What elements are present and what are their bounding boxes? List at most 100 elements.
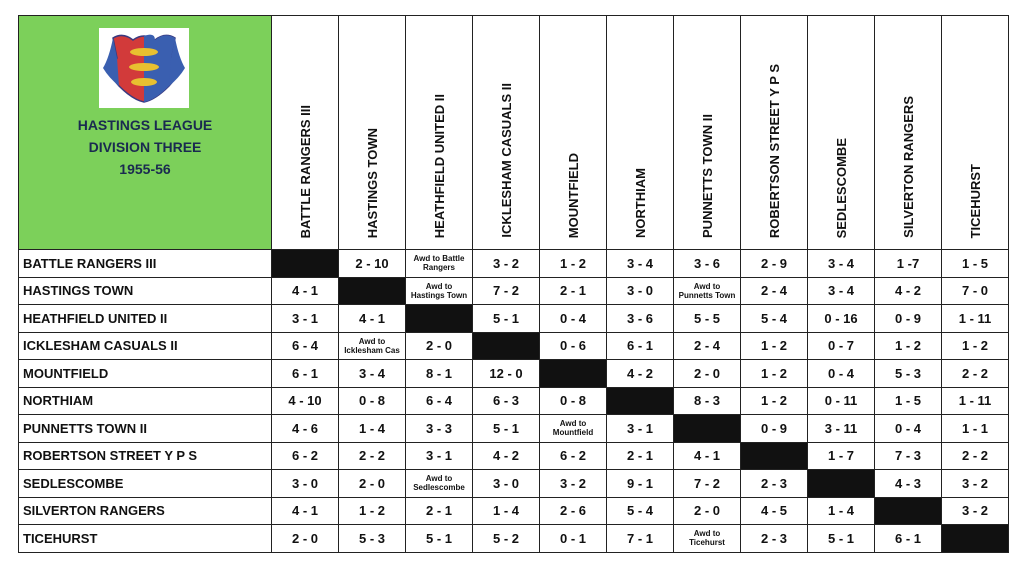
result-cell: 0 - 4 [874, 414, 942, 443]
result-cell: 5 - 1 [405, 524, 473, 553]
team-name: ROBERTSON STREET Y P S [18, 441, 272, 470]
result-cell: 7 - 3 [874, 441, 942, 470]
column-header: ICKLESHAM CASUALS II [472, 15, 540, 250]
result-cell: 2 - 1 [539, 276, 607, 305]
result-cell: 1 - 2 [874, 331, 942, 360]
result-cell: 2 - 3 [740, 524, 808, 553]
result-cell: 2 - 0 [673, 496, 741, 525]
result-cell: 4 - 5 [740, 496, 808, 525]
result-cell: 2 - 1 [606, 441, 674, 470]
column-label: HASTINGS TOWN [364, 127, 380, 238]
result-cell: 1 - 2 [740, 359, 808, 388]
result-cell: 1 - 1 [941, 414, 1009, 443]
result-cell: 5 - 5 [673, 304, 741, 333]
result-cell: 3 - 2 [941, 496, 1009, 525]
column-label: ROBERTSON STREET Y P S [766, 63, 782, 238]
team-name: PUNNETTS TOWN II [18, 414, 272, 443]
team-name: BATTLE RANGERS III [18, 249, 272, 278]
blank-cell [673, 414, 741, 443]
blank-cell [606, 386, 674, 415]
result-cell: 0 - 16 [807, 304, 875, 333]
team-name: HASTINGS TOWN [18, 276, 272, 305]
result-cell: 4 - 2 [606, 359, 674, 388]
result-cell: 6 - 4 [271, 331, 339, 360]
result-cell: 6 - 2 [271, 441, 339, 470]
column-header: PUNNETTS TOWN II [673, 15, 741, 250]
title-line: 1955-56 [119, 161, 171, 177]
column-header: HASTINGS TOWN [338, 15, 406, 250]
column-label: PUNNETTS TOWN II [699, 114, 715, 238]
blank-cell [405, 304, 473, 333]
result-cell: 4 - 1 [271, 496, 339, 525]
header-row: HASTINGS LEAGUE DIVISION THREE 1955-56 BAT… [18, 15, 1009, 250]
result-cell: 3 - 0 [271, 469, 339, 498]
result-cell: 1 - 4 [807, 496, 875, 525]
column-label: NORTHIAM [632, 167, 648, 238]
team-name: NORTHIAM [18, 386, 272, 415]
column-label: SILVERTON RANGERS [900, 96, 916, 238]
result-cell: 4 - 2 [472, 441, 540, 470]
result-cell: 3 - 1 [606, 414, 674, 443]
result-cell: 3 - 4 [807, 249, 875, 278]
result-cell: Awd to Sedlescombe [405, 469, 473, 498]
title-line: DIVISION THREE [88, 139, 202, 155]
result-cell: 4 - 6 [271, 414, 339, 443]
result-cell: 0 - 1 [539, 524, 607, 553]
team-name: HEATHFIELD UNITED II [18, 304, 272, 333]
result-cell: 7 - 0 [941, 276, 1009, 305]
result-cell: 0 - 11 [807, 386, 875, 415]
result-cell: Awd to Mountfield [539, 414, 607, 443]
result-cell: 4 - 1 [338, 304, 406, 333]
result-cell: 1 -7 [874, 249, 942, 278]
blank-cell [472, 331, 540, 360]
result-cell: 1 - 2 [338, 496, 406, 525]
result-cell: 1 - 2 [740, 386, 808, 415]
team-name: SILVERTON RANGERS [18, 496, 272, 525]
title-line: HASTINGS LEAGUE [77, 117, 213, 133]
result-cell: 3 - 1 [271, 304, 339, 333]
result-cell: 5 - 1 [472, 414, 540, 443]
result-cell: 8 - 1 [405, 359, 473, 388]
result-cell: 2 - 4 [740, 276, 808, 305]
results-grid: HASTINGS LEAGUE DIVISION THREE 1955-56 BAT… [18, 15, 1009, 553]
result-cell: 8 - 3 [673, 386, 741, 415]
result-cell: 1 - 4 [472, 496, 540, 525]
result-cell: 1 - 5 [874, 386, 942, 415]
team-name: MOUNTFIELD [18, 359, 272, 388]
result-cell: 0 - 9 [874, 304, 942, 333]
result-cell: 1 - 2 [740, 331, 808, 360]
result-cell: 5 - 4 [740, 304, 808, 333]
result-cell: 7 - 1 [606, 524, 674, 553]
result-cell: Awd to Ticehurst [673, 524, 741, 553]
result-cell: 0 - 4 [539, 304, 607, 333]
result-cell: 7 - 2 [673, 469, 741, 498]
result-cell: 2 - 10 [338, 249, 406, 278]
result-cell: 6 - 3 [472, 386, 540, 415]
results-table: HASTINGS LEAGUE DIVISION THREE 1955-56 BAT… [18, 15, 1009, 553]
result-cell: 0 - 8 [539, 386, 607, 415]
result-cell: 3 - 2 [472, 249, 540, 278]
result-cell: 2 - 3 [740, 469, 808, 498]
result-cell: 4 - 1 [673, 441, 741, 470]
column-header: NORTHIAM [606, 15, 674, 250]
result-cell: 3 - 11 [807, 414, 875, 443]
blank-cell [740, 441, 808, 470]
result-cell: 4 - 1 [271, 276, 339, 305]
column-label: BATTLE RANGERS III [297, 104, 313, 238]
result-cell: 6 - 4 [405, 386, 473, 415]
result-cell: 3 - 6 [606, 304, 674, 333]
league-title: HASTINGS LEAGUE DIVISION THREE 1955-56 [20, 114, 271, 180]
blank-cell [338, 276, 406, 305]
result-cell: 1 - 7 [807, 441, 875, 470]
blank-cell [539, 359, 607, 388]
result-cell: 3 - 2 [539, 469, 607, 498]
result-cell: 3 - 1 [405, 441, 473, 470]
result-cell: 1 - 4 [338, 414, 406, 443]
